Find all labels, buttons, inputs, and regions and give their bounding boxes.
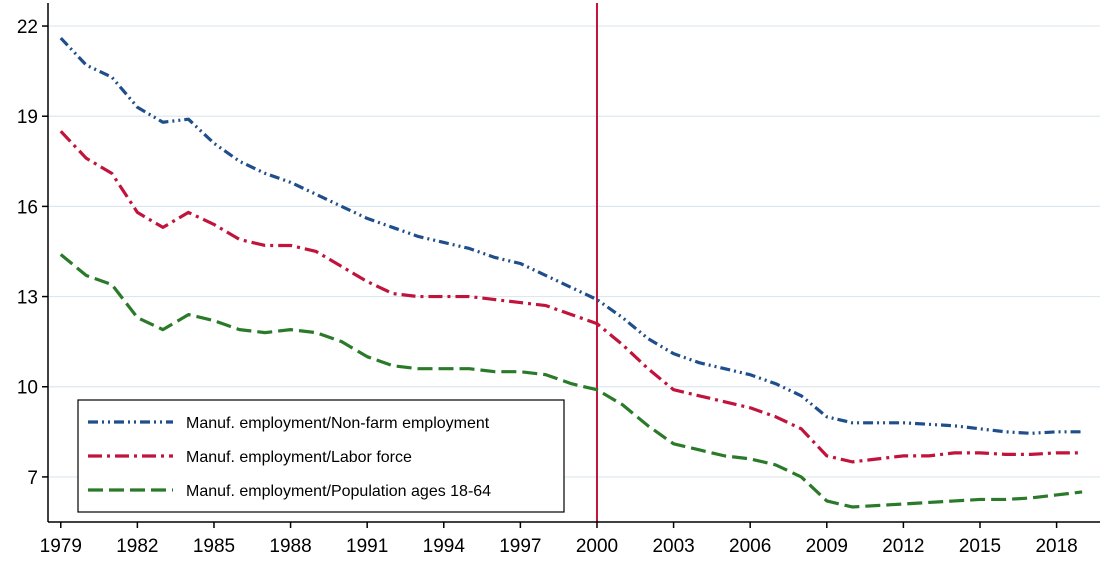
x-tick-label: 1994 — [423, 536, 466, 557]
series-layer — [59, 36, 1083, 509]
legend-box — [77, 399, 565, 513]
series-line-1 — [59, 36, 1083, 435]
x-tick-label: 1982 — [116, 536, 158, 557]
x-tick-label: 2006 — [729, 536, 771, 557]
legend: Manuf. employment/Non-farm employment Man… — [77, 399, 565, 513]
x-tick-label: 1988 — [269, 536, 311, 557]
legend-label-2: Manuf. employment/Labor force — [186, 449, 412, 466]
series-line-3 — [59, 253, 1083, 509]
x-tick-label: 1991 — [346, 536, 388, 557]
x-tick-label: 2012 — [882, 536, 924, 557]
x-tick-label: 1985 — [193, 536, 235, 557]
x-tick-label: 2003 — [652, 536, 694, 557]
x-tick-label: 2000 — [576, 536, 618, 557]
x-tick-label: 2018 — [1035, 536, 1077, 557]
y-tick-label: 22 — [17, 17, 38, 38]
x-tick-label: 2015 — [959, 536, 1001, 557]
y-tick-label: 10 — [17, 378, 38, 399]
y-tick-label: 13 — [17, 288, 38, 309]
x-tick-label: 2009 — [806, 536, 848, 557]
y-tick-label: 7 — [27, 468, 38, 489]
x-tick-label: 1979 — [40, 536, 82, 557]
legend-label-3: Manuf. employment/Population ages 18-64 — [186, 483, 491, 500]
y-tick-label: 19 — [17, 107, 38, 128]
axis-layer: 7 10 13 16 19 22 1979 1982 1985 1988 1991 1994 1997 2… — [17, 3, 1100, 557]
series-line-2 — [59, 130, 1083, 464]
legend-label-1: Manuf. employment/Non-farm employment — [186, 415, 490, 432]
x-tick-label: 1997 — [499, 536, 541, 557]
grid-layer — [48, 25, 1100, 478]
y-tick-label: 16 — [17, 197, 38, 218]
